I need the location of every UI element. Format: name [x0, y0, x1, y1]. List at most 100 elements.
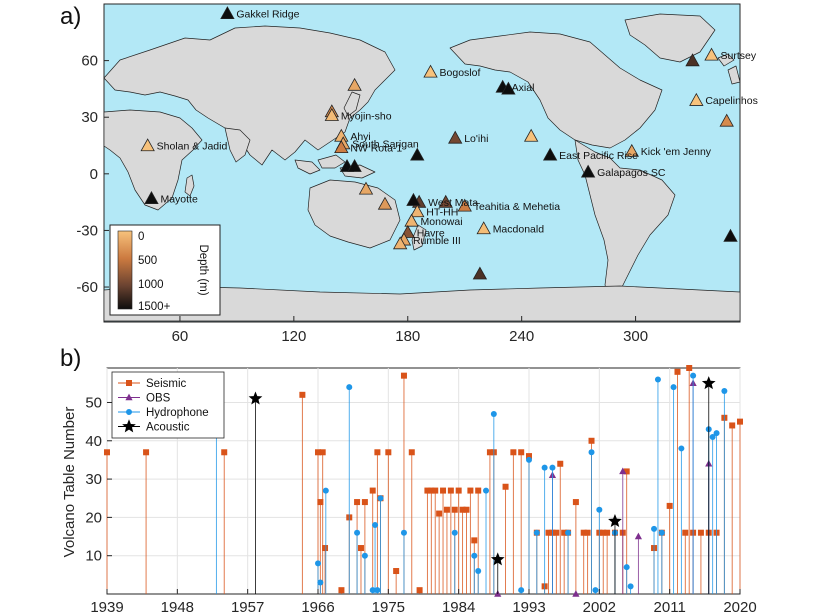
- volcano-markers: [140, 6, 738, 280]
- stem-marker-seismic: [400, 372, 407, 379]
- map-x-tick-label: 120: [281, 328, 306, 345]
- stem-marker-seismic: [545, 529, 552, 536]
- map-x-tick-label: 180: [395, 328, 420, 345]
- volcano-marker: [523, 128, 539, 142]
- volcano-marker: [457, 198, 472, 212]
- colorbar-tick-0: 0: [138, 231, 144, 243]
- stem-marker-seismic: [600, 529, 607, 536]
- timeline-panel: 1939 1948 1957 1966 1975 1984 1993 2002 2011 2020…: [61, 365, 757, 615]
- timeline-x-tick-label: 2011: [654, 599, 686, 615]
- panel-b-label: b): [60, 345, 81, 372]
- volcano-label: Capelinhos: [705, 95, 758, 107]
- timeline-y-axis-label: Volcano Table Number: [61, 407, 78, 558]
- map-y-tick-label: -30: [76, 222, 98, 239]
- stem-marker-hydrophone: [690, 372, 697, 379]
- volcano-marker: [685, 53, 700, 67]
- stem-marker-hydrophone: [483, 487, 490, 494]
- stem-marker-seismic: [526, 453, 532, 460]
- volcano-label: Axial: [512, 82, 535, 94]
- legend-marker-obs: [125, 393, 133, 401]
- volcano-label: Monowai: [421, 216, 463, 228]
- stem-marker-seismic: [584, 529, 591, 536]
- volcano-marker: [704, 47, 719, 61]
- volcano-label: Sholan & Jadid: [157, 141, 228, 153]
- stem-marker-hydrophone: [471, 552, 478, 559]
- map-y-tick-label: 30: [81, 109, 98, 126]
- volcano-marker: [410, 147, 425, 161]
- stem-marker-seismic: [299, 391, 306, 398]
- stem-marker-obs: [619, 467, 627, 475]
- map-x-ticks: 60 120 180 240 300: [172, 316, 648, 345]
- timeline-legend: Seismic OBS Hydrophone Acoustic: [111, 371, 225, 439]
- stem-marker-seismic: [416, 587, 423, 594]
- legend-entry: Hydrophone: [146, 407, 209, 419]
- stem-marker-seismic: [319, 449, 326, 456]
- stem-marker-seismic: [428, 487, 435, 494]
- timeline-y-tick-label: 30: [85, 471, 102, 488]
- stem-marker-seismic: [580, 529, 587, 536]
- timeline-x-tick-label: 2002: [583, 599, 616, 615]
- volcano-marker: [140, 138, 155, 152]
- stem-marker-hydrophone: [490, 410, 497, 417]
- stem-marker-hydrophone: [354, 529, 361, 536]
- stem-marker-seismic: [393, 568, 400, 575]
- stem-marker-hydrophone: [678, 445, 685, 452]
- volcano-marker: [220, 6, 235, 20]
- volcano-label: HT-HH: [426, 207, 458, 219]
- map-y-tick-label: 0: [90, 166, 98, 183]
- stem-marker-hydrophone: [322, 487, 329, 494]
- map-x-tick-label: 60: [172, 328, 189, 345]
- stem-marker-seismic: [518, 449, 525, 456]
- stem-marker-seismic: [729, 422, 736, 429]
- stem-marker-hydrophone: [518, 587, 525, 594]
- volcano-label: Gakkel Ridge: [236, 8, 299, 20]
- timeline-x-tick-label: 2020: [723, 599, 756, 615]
- stem-marker-seismic: [502, 483, 509, 490]
- timeline-y-tick-label: 40: [85, 433, 102, 450]
- volcano-marker: [406, 192, 421, 206]
- timeline-x-tick-label: 1939: [90, 599, 123, 615]
- timeline-x-tick-label: 1984: [442, 599, 475, 615]
- map-land: [103, 13, 741, 322]
- stem-marker-hydrophone: [317, 579, 324, 586]
- volcano-label: South Sarigan: [352, 139, 419, 151]
- volcano-label: Teahitia & Mehetia: [474, 201, 561, 213]
- volcano-marker: [476, 221, 491, 235]
- stem-marker-seismic: [143, 449, 150, 456]
- stem-marker-seismic: [510, 449, 517, 456]
- map-y-tick-label: 60: [81, 53, 98, 70]
- volcano-marker: [448, 130, 463, 144]
- volcano-label: Mayotte: [160, 193, 198, 205]
- stem-marker-seismic: [322, 545, 329, 552]
- volcano-marker: [624, 143, 639, 157]
- stem-marker-seismic: [432, 487, 439, 494]
- volcano-label: Bogoslof: [440, 67, 481, 79]
- stem-marker-acoustic: [608, 514, 622, 528]
- timeline-x-tick-label: 1957: [231, 599, 264, 615]
- volcano-marker: [377, 196, 393, 210]
- stem-marker-hydrophone: [596, 506, 603, 513]
- legend-entry: Acoustic: [146, 422, 190, 434]
- stem-marker-seismic: [561, 529, 568, 536]
- stem-marker-hydrophone: [369, 587, 376, 594]
- legend-entry: OBS: [146, 393, 171, 405]
- stem-marker-hydrophone: [377, 495, 384, 502]
- volcano-marker: [404, 213, 419, 227]
- colorbar-legend: 0 500 1000 1500+ Depth (m): [109, 224, 221, 316]
- stem-marker-seismic: [737, 418, 743, 425]
- stem-marker-hydrophone: [533, 529, 540, 536]
- stem-marker-seismic: [682, 529, 689, 536]
- stem-marker-seismic: [357, 545, 364, 552]
- volcano-marker: [347, 158, 362, 172]
- map-x-tick-label: 240: [509, 328, 534, 345]
- timeline-x-tick-label: 1948: [161, 599, 194, 615]
- stem-marker-seismic: [588, 437, 595, 444]
- stem-marker-hydrophone: [588, 449, 595, 456]
- stem-marker-hydrophone: [709, 433, 716, 440]
- stem-marker-seismic: [436, 510, 443, 517]
- timeline-y-tick-label: 50: [85, 394, 102, 411]
- volcano-marker: [719, 113, 734, 127]
- panel-a-label: a): [60, 3, 81, 30]
- stem-marker-acoustic: [701, 376, 716, 390]
- stem-marker-hydrophone: [526, 456, 532, 463]
